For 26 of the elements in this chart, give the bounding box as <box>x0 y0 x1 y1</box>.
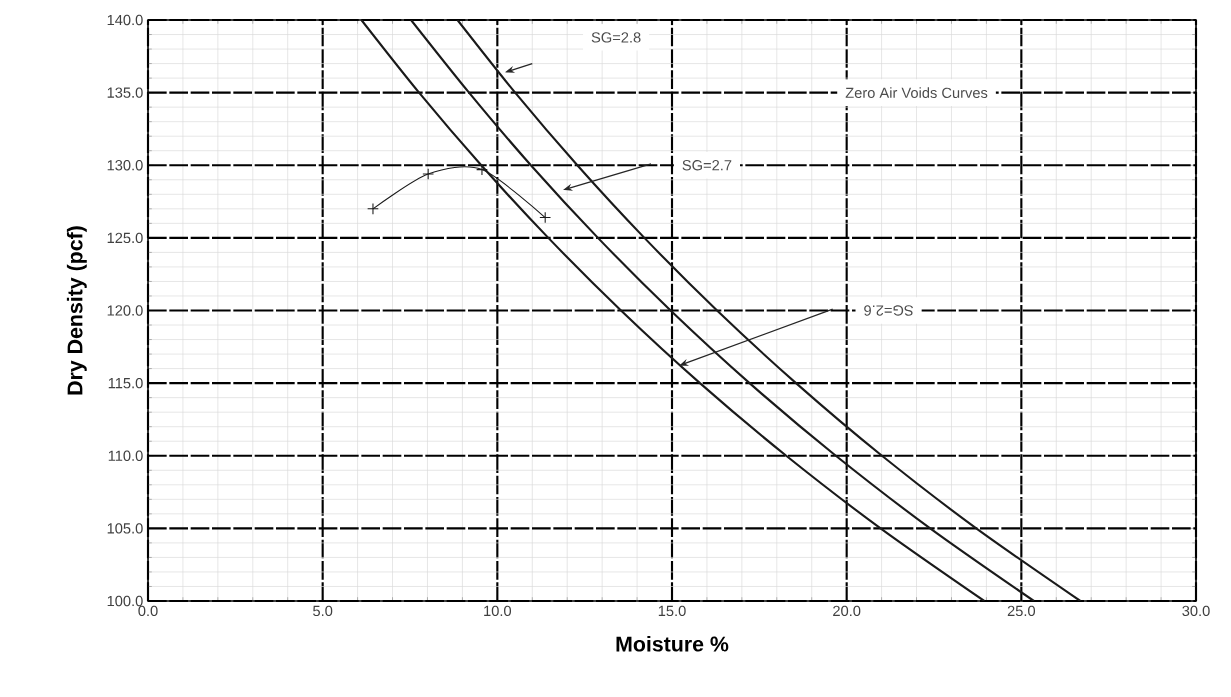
y-tick-label: 135.0 <box>107 87 143 98</box>
point <box>476 163 488 176</box>
y-tick-label: 100.0 <box>107 595 143 607</box>
annotation: SG=2.7 <box>682 160 732 171</box>
x-tick-label: 30.0 <box>1182 605 1210 617</box>
y-tick-label: 110.0 <box>108 450 143 461</box>
x-tick-label: 5.0 <box>313 605 333 617</box>
x-tick-label: 15.0 <box>658 605 686 617</box>
annotation: SG=2.6 <box>864 305 913 316</box>
y-axis-title: Dry Density (pcf) <box>66 226 87 395</box>
x-tick-label: 25.0 <box>1007 605 1036 617</box>
y-tick-label: 115.0 <box>108 377 143 389</box>
annotation: SG=2.8 <box>591 32 641 43</box>
x-tick-label: 10.0 <box>484 605 512 617</box>
x-tick-label: 0.0 <box>138 605 158 617</box>
point <box>539 211 552 224</box>
y-tick-label: 105.0 <box>107 523 143 534</box>
y-tick-label: 140.0 <box>107 14 143 26</box>
y-tick-label: 130.0 <box>107 160 143 171</box>
point <box>422 168 435 180</box>
point <box>367 202 379 215</box>
x-tick-label: 20.0 <box>833 605 861 617</box>
y-tick-label: 125.0 <box>107 232 143 244</box>
annotation: Zero Air Voids Curves <box>845 87 988 99</box>
x-axis-title: Moisture % <box>616 635 729 652</box>
y-tick-label: 120.0 <box>107 305 143 316</box>
